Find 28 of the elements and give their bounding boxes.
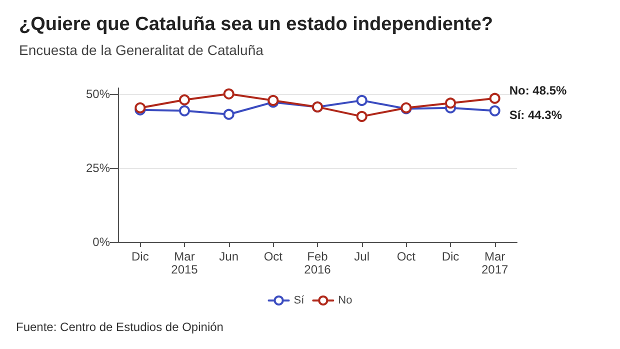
x-tick-label: Dic bbox=[442, 250, 460, 264]
point bbox=[489, 105, 500, 116]
point bbox=[223, 108, 234, 120]
x-tick-label: Jun bbox=[219, 250, 239, 264]
x-tick-label: Dic bbox=[131, 250, 149, 264]
x-tick-label: Jul bbox=[354, 250, 370, 264]
point bbox=[223, 88, 234, 100]
y-tick-label: 50% bbox=[86, 86, 110, 101]
point bbox=[179, 94, 190, 106]
point bbox=[489, 92, 500, 104]
x-tick-label: Oct bbox=[396, 250, 416, 264]
x-tick-label: Oct bbox=[264, 250, 284, 264]
x-tick-label: Mar 2015 bbox=[171, 250, 198, 276]
point bbox=[356, 94, 368, 106]
x-tick-label: Mar 2017 bbox=[481, 250, 509, 276]
source-note: Fuente: Centro de Estudios de Opinión bbox=[16, 320, 224, 334]
legend-label: No bbox=[338, 294, 352, 306]
data-label: No: 48.5% bbox=[509, 83, 568, 98]
point bbox=[356, 110, 368, 122]
data-label: Sí: 44.3% bbox=[509, 108, 562, 122]
y-tick-label: 25% bbox=[86, 160, 110, 175]
chart-title: ¿Quiere que Cataluña sea un estado independiente? bbox=[19, 14, 494, 35]
y-tick-label: 0% bbox=[92, 235, 110, 249]
x-tick-label: Feb 2016 bbox=[304, 250, 332, 276]
chart-subtitle: Encuesta de la Generalitat de Cataluña bbox=[19, 42, 264, 58]
legend-label: Sí bbox=[294, 294, 306, 306]
point bbox=[445, 98, 456, 109]
point bbox=[179, 105, 190, 116]
